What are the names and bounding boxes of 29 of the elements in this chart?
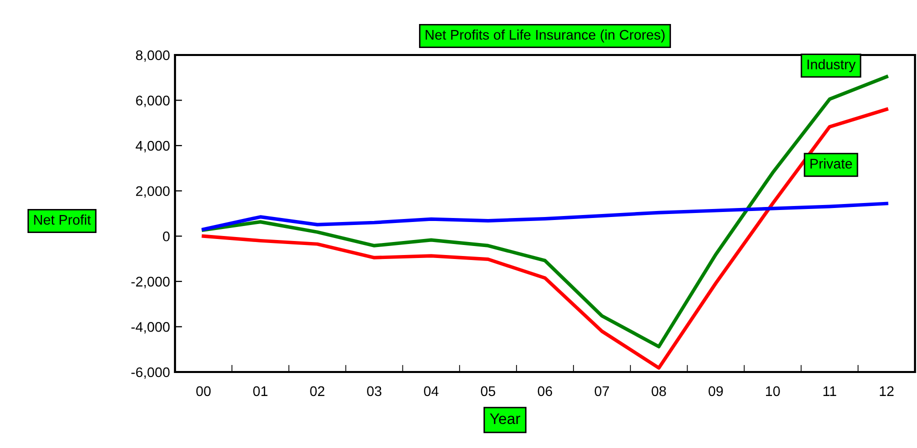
chart-title: Net Profits of Life Insurance (in Crores) [426,30,665,42]
series-label: Industry [808,59,856,72]
x-tick-label: 11 [823,386,836,396]
y-tick-label: 2,000 [136,186,170,198]
y-tick-label: -6,000 [131,367,170,379]
x-axis-title: Year [490,413,520,424]
x-tick-label: 10 [766,386,780,396]
x-tick-label: 00 [196,386,211,396]
line-series [202,75,888,348]
y-tick-label: -4,000 [131,322,170,334]
x-tick-label: 03 [367,386,382,396]
line-series [202,202,888,232]
y-tick-label: 0 [162,231,170,242]
x-tick-label: 12 [880,386,894,396]
y-tick-label: -2,000 [131,276,170,288]
x-tick-label: 06 [538,386,552,396]
line-series [202,108,888,370]
x-tick-label: 08 [652,386,666,396]
y-tick-label: 6,000 [136,96,170,108]
x-tick-label: 05 [480,386,496,396]
x-tick-label: 07 [594,386,609,396]
x-tick-label: 02 [310,386,324,396]
series-label: Private [810,158,852,169]
x-tick-label: 01 [253,386,268,396]
y-tick-label: 8,000 [136,50,170,62]
y-tick-label: 4,000 [136,140,170,152]
x-tick-label: 04 [424,386,438,396]
y-axis-title: Net Profit [34,214,91,225]
x-tick-label: 09 [708,386,723,396]
